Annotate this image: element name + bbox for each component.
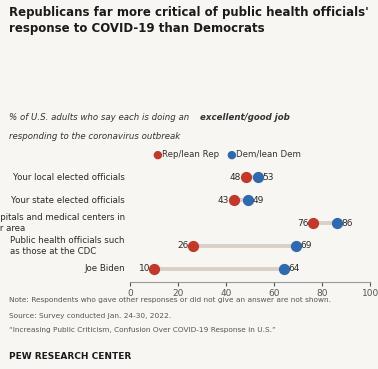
Text: 49: 49: [253, 196, 264, 205]
Text: Source: Survey conducted Jan. 24-30, 2022.: Source: Survey conducted Jan. 24-30, 202…: [9, 313, 172, 318]
Text: PEW RESEARCH CENTER: PEW RESEARCH CENTER: [9, 352, 132, 361]
Text: Your local elected officials: Your local elected officials: [13, 173, 125, 182]
Text: Hospitals and medical centers in
your area: Hospitals and medical centers in your ar…: [0, 213, 125, 233]
Text: Joe Biden: Joe Biden: [84, 264, 125, 273]
Point: [334, 220, 340, 226]
Text: 86: 86: [341, 218, 353, 228]
Point: [281, 266, 287, 272]
Text: responding to the coronavirus outbreak: responding to the coronavirus outbreak: [9, 132, 181, 141]
Text: Rep/lean Rep: Rep/lean Rep: [162, 150, 219, 159]
Text: 69: 69: [301, 241, 312, 250]
Text: ●: ●: [226, 149, 236, 159]
Text: Your state elected officials: Your state elected officials: [11, 196, 125, 205]
Text: 76: 76: [297, 218, 308, 228]
Point: [245, 197, 251, 203]
Text: “Increasing Public Criticism, Confusion Over COVID-19 Response in U.S.”: “Increasing Public Criticism, Confusion …: [9, 327, 276, 332]
Text: ●: ●: [152, 149, 162, 159]
Text: 43: 43: [218, 196, 229, 205]
Point: [190, 243, 196, 249]
Text: 64: 64: [288, 264, 300, 273]
Point: [243, 175, 249, 180]
Text: % of U.S. adults who say each is doing an: % of U.S. adults who say each is doing a…: [9, 113, 192, 121]
Text: Public health officials such
as those at the CDC: Public health officials such as those at…: [10, 236, 125, 255]
Text: Dem/lean Dem: Dem/lean Dem: [236, 150, 301, 159]
Text: 10: 10: [139, 264, 150, 273]
Text: 53: 53: [262, 173, 273, 182]
Text: excellent/good job: excellent/good job: [200, 113, 290, 121]
Text: 26: 26: [177, 241, 189, 250]
Text: Republicans far more critical of public health officials'
response to COVID-19 t: Republicans far more critical of public …: [9, 6, 369, 35]
Point: [231, 197, 237, 203]
Point: [151, 266, 158, 272]
Text: Note: Respondents who gave other responses or did not give an answer are not sho: Note: Respondents who gave other respons…: [9, 297, 332, 303]
Point: [293, 243, 299, 249]
Text: 48: 48: [230, 173, 241, 182]
Point: [255, 175, 261, 180]
Point: [310, 220, 316, 226]
